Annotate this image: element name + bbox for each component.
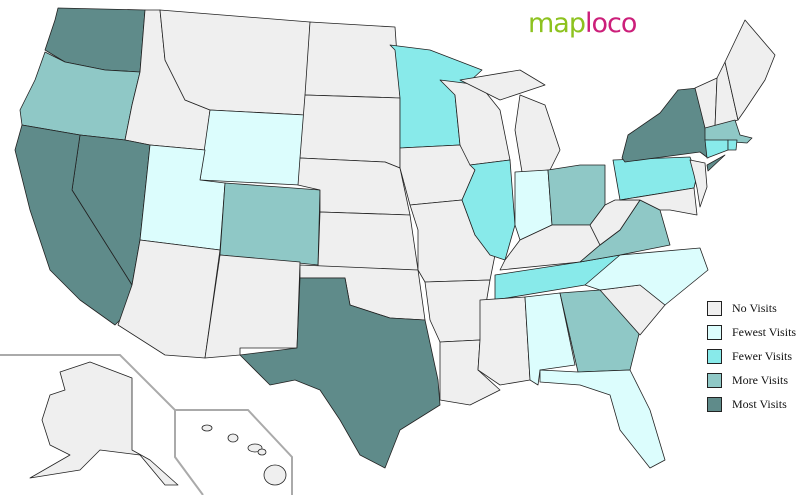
state-hi-island[interactable] [227, 433, 239, 443]
state-ak[interactable] [29, 361, 179, 486]
state-nm[interactable] [204, 254, 301, 359]
legend: No Visits Fewest Visits Fewer Visits Mor… [707, 296, 796, 416]
hawaii-inset-border [175, 409, 293, 495]
state-il[interactable] [461, 159, 516, 261]
legend-item-fewest: Fewest Visits [707, 320, 796, 344]
state-ks[interactable] [317, 211, 419, 271]
legend-label: Fewest Visits [732, 324, 797, 339]
state-nd[interactable] [304, 21, 401, 99]
legend-swatch [707, 324, 722, 340]
state-me[interactable] [724, 19, 776, 121]
legend-swatch [707, 372, 722, 388]
legend-swatch [707, 396, 722, 412]
state-ms[interactable] [477, 296, 531, 386]
legend-swatch [707, 348, 722, 364]
legend-item-none: No Visits [707, 296, 796, 320]
legend-label: No Visits [732, 300, 777, 315]
legend-label: Fewer Visits [732, 348, 793, 363]
state-nj[interactable] [689, 159, 708, 208]
state-ca[interactable] [14, 124, 133, 326]
state-md[interactable] [619, 187, 698, 216]
state-ri[interactable] [727, 139, 738, 151]
state-fl[interactable] [539, 369, 666, 469]
state-tx[interactable] [239, 277, 441, 469]
state-mi2[interactable] [459, 69, 546, 101]
legend-item-fewer: Fewer Visits [707, 344, 796, 368]
legend-item-most: Most Visits [707, 392, 796, 416]
state-ny[interactable] [621, 87, 709, 163]
state-co[interactable] [219, 182, 321, 266]
legend-label: Most Visits [732, 396, 787, 411]
state-wy[interactable] [199, 109, 306, 186]
state-hi-island[interactable] [257, 448, 267, 456]
legend-item-more: More Visits [707, 368, 796, 392]
state-hi-island[interactable] [263, 464, 287, 486]
state-li[interactable] [706, 154, 726, 172]
state-hi-island[interactable] [201, 424, 213, 432]
state-mi[interactable] [514, 94, 561, 173]
legend-label: More Visits [732, 372, 789, 387]
maploco-logo: maploco [528, 8, 637, 39]
legend-swatch [707, 300, 722, 316]
state-sd[interactable] [299, 94, 401, 169]
state-nc[interactable] [584, 247, 709, 306]
